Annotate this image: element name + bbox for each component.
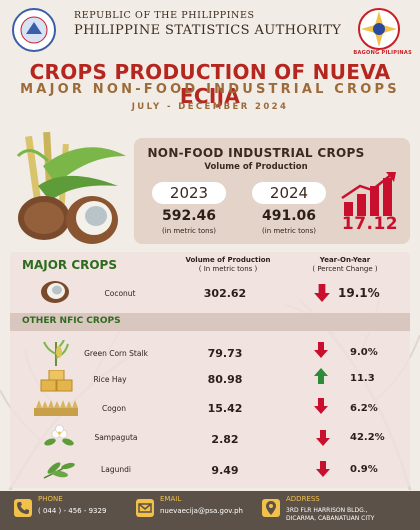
email-icon <box>136 499 154 517</box>
volume-2023: 592.46 <box>161 208 217 224</box>
crop-pct-rice-hay: 11.3 <box>350 373 375 384</box>
phone-number[interactable]: ( 044 ) - 456 - 9329 <box>38 507 107 515</box>
crop-pct-cogon: 6.2% <box>350 403 378 414</box>
crop-name-sampaguta: Sampaguta <box>94 433 138 442</box>
crop-value-coconut: 302.62 <box>203 287 247 300</box>
sampaguita-flower-icon <box>44 424 74 446</box>
major-crops-label: MAJOR CROPS <box>22 258 117 272</box>
crop-value-green-corn-stalk: 79.73 <box>207 347 243 360</box>
other-crops-label: OTHER NFIC CROPS <box>22 316 121 326</box>
psa-seal-logo <box>12 8 56 52</box>
crop-name-rice-hay: Rice Hay <box>93 375 127 384</box>
column-header-volume: Volume of Production ( In metric tons ) <box>178 256 278 273</box>
contact-footer <box>0 491 420 530</box>
column-header-yoy: Year-On-Year ( Percent Change ) <box>300 256 390 273</box>
down-arrow-icon <box>314 398 328 414</box>
crop-name-lagundi: Lagundi <box>101 465 131 474</box>
agency-line-1: REPUBLIC OF THE PHILIPPINES <box>74 10 255 21</box>
sugarcane-coconut-illustration <box>16 131 126 244</box>
crop-pct-lagundi: 0.9% <box>350 464 378 475</box>
page-title: CROPS PRODUCTION OF NUEVA ECIJA <box>29 60 391 108</box>
down-arrow-icon <box>316 430 330 446</box>
down-arrow-icon <box>314 284 330 302</box>
summary-subheading: Volume of Production <box>204 162 308 172</box>
lagundi-leaf-icon <box>43 462 75 479</box>
bagong-pilipinas-text: BAGONG PILIPINAS <box>353 50 412 56</box>
crop-name-green-corn-stalk: Green Corn Stalk <box>84 349 148 358</box>
address-line-2: DICARMA, CABANATUAN CITY <box>286 515 375 522</box>
crop-pct-sampaguta: 42.2% <box>350 432 385 443</box>
up-arrow-icon <box>314 368 328 384</box>
volume-2024: 491.06 <box>261 208 317 224</box>
agency-line-2: PHILIPPINE STATISTICS AUTHORITY <box>74 23 342 38</box>
crop-value-rice-hay: 80.98 <box>207 373 243 386</box>
crop-value-lagundi: 9.49 <box>211 464 239 477</box>
phone-icon <box>14 499 32 517</box>
agency-name: REPUBLIC OF THE PHILIPPINES PHILIPPINE S… <box>74 10 341 38</box>
crop-name-coconut: Coconut <box>104 289 136 298</box>
column-volume-title: Volume of Production <box>185 256 271 264</box>
column-yoy-title: Year-On-Year <box>319 256 371 264</box>
decline-chart-icon <box>341 172 396 216</box>
summary-heading: NON-FOOD INDUSTRIAL CROPS <box>147 146 365 160</box>
bagong-pilipinas-logo <box>358 8 400 50</box>
crop-name-cogon: Cogon <box>102 404 126 413</box>
location-pin-icon <box>262 499 280 517</box>
summary-card: NON-FOOD INDUSTRIAL CROPS Volume of Prod… <box>134 138 410 244</box>
down-arrow-icon <box>316 461 330 477</box>
volume-2024-unit: (in metric tons) <box>262 227 316 235</box>
year-2024-pill: 2024 <box>252 182 326 204</box>
crop-pct-green-corn-stalk: 9.0% <box>350 347 378 358</box>
email-address[interactable]: nuevaecija@psa.gov.ph <box>160 507 243 515</box>
year-2023-pill: 2023 <box>152 182 226 204</box>
email-label: EMAIL <box>160 495 182 503</box>
corn-stalk-icon <box>43 340 69 366</box>
crop-value-sampaguta: 2.82 <box>211 433 239 446</box>
crops-table-panel <box>10 252 410 488</box>
column-yoy-unit: ( Percent Change ) <box>312 264 378 273</box>
address-label: ADDRESS <box>286 495 320 503</box>
rice-hay-icon <box>40 370 73 392</box>
crop-value-cogon: 15.42 <box>207 402 243 415</box>
overall-percent-change: 17.12 <box>341 214 399 234</box>
other-crops-bar <box>10 313 410 331</box>
page-subtitle: MAJOR NON-FOOD INDUSTRIAL CROPS <box>20 82 400 97</box>
address-line-1: 3RD FLR HARRISON BLDG., <box>286 507 368 514</box>
address-text: 3RD FLR HARRISON BLDG., DICARMA, CABANAT… <box>286 507 374 523</box>
volume-2023-unit: (in metric tons) <box>162 227 216 235</box>
crop-pct-coconut: 19.1% <box>338 286 380 300</box>
reference-period: JULY - DECEMBER 2024 <box>131 102 289 112</box>
down-arrow-icon <box>314 342 328 358</box>
cogon-grass-icon <box>34 400 78 416</box>
coconut-icon <box>41 281 69 303</box>
column-volume-unit: ( In metric tons ) <box>198 264 258 273</box>
phone-label: PHONE <box>38 495 63 503</box>
